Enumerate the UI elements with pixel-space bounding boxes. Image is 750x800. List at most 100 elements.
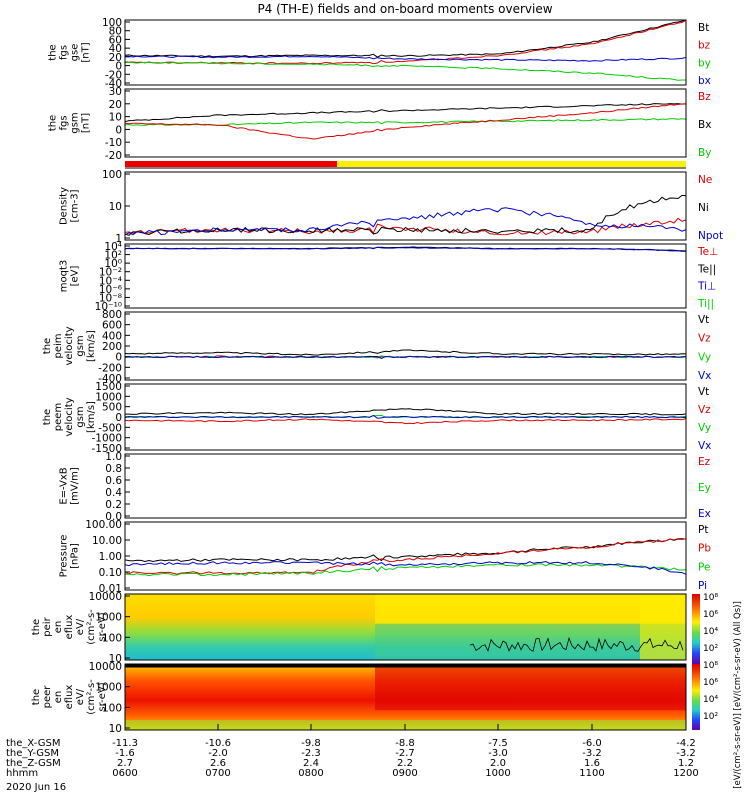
y-tick-label: 0.8 bbox=[105, 463, 122, 475]
x-tick-label: 1.2 bbox=[678, 758, 694, 769]
plot-frame bbox=[124, 383, 687, 451]
y-axis-label-line: peer bbox=[42, 685, 53, 709]
x-tick-label: 0600 bbox=[112, 768, 137, 779]
y-axis-label-line: fgs bbox=[59, 115, 70, 130]
y-axis-label: thefgsgse[nT] bbox=[48, 42, 92, 62]
panel-density: 100 10 1 Density[cm-3] Ne Ni Npot bbox=[59, 169, 724, 245]
legend-entry: Pe bbox=[698, 561, 710, 573]
colorbar-scale-upper bbox=[692, 594, 700, 664]
y-tick-label: 10 bbox=[109, 653, 122, 665]
series-line-bz bbox=[124, 103, 687, 140]
y-axis-label-line: the bbox=[48, 44, 59, 60]
y-tick-label: 10⁴ bbox=[104, 241, 122, 253]
y-axis-label-line: en bbox=[53, 621, 64, 634]
x-tick-label: -2.3 bbox=[301, 748, 321, 759]
y-tick-label: 400 bbox=[102, 330, 122, 342]
series-line-bx bbox=[124, 55, 687, 62]
y-axis-label: thefgsgsm[nT] bbox=[48, 112, 92, 133]
y-axis-label: E=-VxB[mV/m] bbox=[59, 467, 81, 505]
y-tick-label: 100 bbox=[102, 702, 122, 714]
y-tick-label: 10 bbox=[109, 723, 122, 735]
x-tick-label: 2.4 bbox=[303, 758, 319, 769]
colorbar-tick-label: 10⁸ bbox=[703, 661, 718, 671]
series-line-pb bbox=[124, 537, 687, 575]
y-tick-label: 200 bbox=[102, 341, 122, 353]
spectrogram-band bbox=[640, 594, 686, 660]
x-tick-label: -3.2 bbox=[582, 748, 602, 759]
y-tick-label: 0 bbox=[115, 352, 122, 364]
y-axis-label-line: eV/ bbox=[75, 688, 86, 705]
legend-entry: Ez bbox=[698, 456, 711, 468]
legend-entry: Vx bbox=[698, 370, 711, 382]
x-tick-label: -4.2 bbox=[676, 738, 696, 749]
legend-entry: Te|| bbox=[697, 263, 716, 275]
colorbar-tick-label: 10⁶ bbox=[703, 678, 718, 688]
plot-frame bbox=[124, 453, 687, 519]
y-axis-label-line: Pressure bbox=[59, 535, 70, 578]
series-line-vt bbox=[124, 349, 687, 356]
plot-frame bbox=[124, 88, 687, 158]
legend-entry: Pi bbox=[698, 580, 707, 592]
y-axis-label-line: the bbox=[31, 689, 42, 705]
y-tick-label: 1 bbox=[115, 233, 122, 245]
colorbar-label: [eV/(cm²-s-sr-eV)] [eV/(cm²-s-sr-eV) (Al… bbox=[733, 601, 743, 789]
x-row-label: the_X-GSM bbox=[6, 738, 60, 749]
y-tick-label: 1.0 bbox=[105, 451, 122, 463]
legend-entry: Pb bbox=[698, 543, 711, 555]
y-axis-label-line: gse bbox=[70, 44, 81, 62]
legend-entry: By bbox=[698, 147, 711, 159]
y-tick-label: -10 bbox=[105, 137, 122, 149]
y-tick-label: 0.0 bbox=[105, 511, 122, 523]
y-axis-label-line: Density bbox=[59, 187, 70, 225]
x-tick-label: 1100 bbox=[579, 768, 604, 779]
y-tick-label: 1000 bbox=[95, 682, 122, 694]
legend-entry: Pt bbox=[698, 524, 708, 536]
x-tick-label: -11.3 bbox=[112, 738, 138, 749]
colorbar-tick-label: 10⁸ bbox=[703, 593, 718, 603]
series-line-vz bbox=[124, 418, 687, 425]
mode-bar-fast bbox=[337, 161, 686, 167]
y-tick-label: -40 bbox=[105, 78, 122, 90]
colorbar-tick-label: 10² bbox=[703, 644, 718, 654]
series-line-ti bbox=[124, 246, 687, 252]
spectrogram-band bbox=[375, 664, 686, 711]
y-tick-label: 10⁻⁸ bbox=[99, 292, 122, 304]
y-tick-label: 10⁻⁴ bbox=[99, 275, 122, 287]
y-tick-label: 30 bbox=[109, 86, 122, 98]
legend-entry: Vz bbox=[698, 404, 711, 416]
x-tick-label: 2.0 bbox=[490, 758, 506, 769]
y-tick-label: -500 bbox=[98, 422, 122, 434]
y-axis-label-line: the bbox=[42, 338, 53, 354]
spectrogram-trace bbox=[469, 636, 684, 653]
legend-entry: bz bbox=[698, 40, 711, 52]
legend-entry: Ey bbox=[698, 482, 711, 494]
colorbar-tick-label: 10² bbox=[703, 712, 718, 722]
y-axis-label-line: [mV/m] bbox=[70, 467, 81, 505]
y-tick-label: 10⁻¹⁰ bbox=[95, 301, 122, 313]
y-tick-label: 10⁰ bbox=[104, 258, 122, 270]
y-tick-label: -200 bbox=[98, 362, 122, 374]
y-axis-label-line: [nT] bbox=[81, 42, 92, 62]
legend-entry: Vt bbox=[698, 314, 709, 326]
y-tick-label: 100 bbox=[102, 169, 122, 181]
y-axis-label-line: the bbox=[42, 409, 53, 425]
y-axis-label-line: sr-eV) bbox=[97, 682, 108, 711]
y-axis-label: Density[cm-3] bbox=[59, 187, 81, 225]
y-axis-label-line: velocity bbox=[64, 326, 75, 365]
y-tick-label: 0.01 bbox=[99, 583, 122, 595]
series-line-ni bbox=[124, 194, 687, 236]
panel-peir_en: 10000100010010thepeirenefluxeV/(cm²-s-sr… bbox=[31, 591, 687, 665]
colorbar-tick-label: 10⁴ bbox=[703, 695, 718, 705]
colorbar-tick-label: 10⁶ bbox=[703, 610, 718, 620]
legend-entry: Bz bbox=[698, 91, 711, 103]
y-tick-label: 10.00 bbox=[92, 535, 122, 547]
x-row-label: hhmm bbox=[6, 768, 38, 779]
legend-entry: Ti|| bbox=[697, 298, 714, 310]
x-tick-label: -8.8 bbox=[395, 738, 415, 749]
series-line-pi bbox=[124, 560, 687, 575]
y-tick-label: 40 bbox=[109, 43, 122, 55]
x-tick-label: -3.0 bbox=[488, 748, 508, 759]
y-axis-label: thepeerenefluxeV/(cm²-s-sr-eV) bbox=[31, 679, 108, 715]
y-axis-label-line: E=-VxB bbox=[59, 467, 70, 504]
